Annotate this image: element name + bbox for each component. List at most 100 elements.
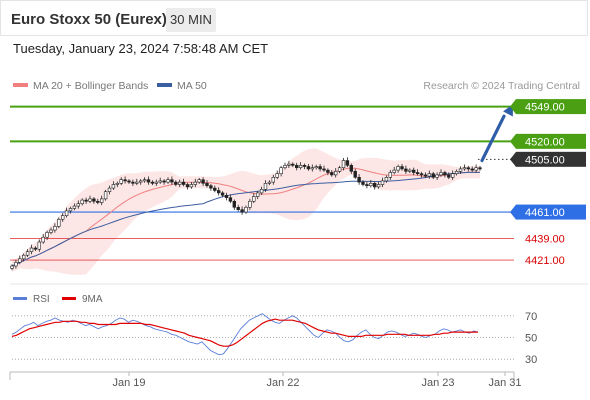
candle-up	[119, 179, 123, 184]
candle	[310, 164, 314, 172]
candle	[302, 163, 307, 170]
legend-ma20-label: MA 20 + Bollinger Bands	[33, 80, 149, 92]
candle	[92, 197, 96, 204]
level-tag-pointer	[510, 133, 516, 149]
candle-up	[49, 229, 53, 233]
candle-up	[100, 198, 104, 203]
candle-up	[259, 188, 264, 194]
candle	[337, 165, 342, 174]
candle	[361, 180, 365, 187]
candle-up	[474, 167, 478, 171]
candle-down	[326, 169, 330, 173]
candle	[454, 169, 459, 176]
header-bar: Euro Stoxx 50 (Eurex) 30 MIN	[0, 0, 588, 36]
time-axis: Jan 19 Jan 22 Jan 23 Jan 31	[9, 283, 588, 389]
candle-down	[201, 179, 205, 184]
candle	[88, 195, 92, 204]
candle-up	[310, 167, 314, 170]
candle-up	[64, 210, 69, 216]
projection-arrow-shaft	[480, 114, 506, 163]
price-levels	[10, 105, 514, 261]
candle-up	[166, 179, 170, 183]
candle-down	[423, 174, 428, 177]
candle-down	[170, 179, 174, 183]
candle	[57, 217, 61, 229]
ma50-line	[11, 171, 480, 267]
candle	[255, 191, 260, 200]
rsi-tick-30: 30	[525, 354, 537, 366]
legend-ma50-label: MA 50	[177, 80, 207, 92]
candle-up	[189, 184, 194, 188]
time-tick-label: Jan 19	[112, 377, 145, 389]
legend-ma50: MA 50	[157, 80, 207, 92]
candle-down	[150, 181, 155, 184]
candle-down	[322, 168, 326, 171]
candle-up	[72, 205, 77, 209]
timeframe-badge[interactable]: 30 MIN	[166, 8, 216, 32]
level-tag-4461.00	[516, 204, 586, 220]
candle	[427, 170, 431, 179]
candle	[447, 172, 451, 180]
candle	[419, 171, 424, 178]
candle	[318, 164, 322, 172]
candle-up	[18, 258, 22, 263]
candle-up	[193, 181, 197, 185]
level-label-4520.00: 4520.00	[525, 136, 565, 148]
candle-down	[209, 185, 213, 189]
candle	[80, 198, 84, 206]
candle-down	[478, 167, 482, 170]
candle	[103, 189, 108, 201]
candle	[158, 177, 162, 184]
candle-down	[361, 181, 365, 185]
candle-up	[45, 232, 49, 238]
candle-up	[255, 192, 260, 197]
rsi-ma-legend-label: 9MA	[82, 294, 103, 305]
candle-down	[146, 179, 151, 183]
candle-down	[411, 169, 416, 173]
level-label-4439.00: 4439.00	[525, 233, 565, 245]
candle	[189, 181, 194, 189]
level-label-4421.00: 4421.00	[525, 255, 565, 267]
candle-down	[291, 163, 295, 166]
candle-up	[158, 180, 162, 183]
candle	[111, 181, 116, 190]
candle-down	[33, 247, 38, 250]
candle-up	[271, 177, 275, 183]
candle-up	[439, 172, 443, 176]
candle-down	[162, 180, 166, 183]
candle-up	[283, 165, 287, 169]
candle-down	[443, 172, 447, 176]
candle-down	[232, 200, 236, 208]
candle-up	[462, 167, 467, 170]
candle-up	[384, 177, 389, 182]
level-tag-pointer	[510, 99, 516, 115]
candle-up	[392, 169, 396, 173]
candle	[357, 174, 361, 185]
candle-down	[224, 194, 229, 198]
time-tick-label: Jan 22	[266, 377, 299, 389]
candle	[115, 181, 120, 188]
level-tag-4505.00	[516, 151, 586, 167]
candle	[326, 168, 330, 176]
candle	[252, 193, 256, 204]
candle-down	[92, 198, 96, 202]
candle	[146, 176, 151, 185]
level-label-4549.00: 4549.00	[525, 102, 565, 114]
candle	[365, 181, 369, 189]
candle-up	[450, 173, 455, 178]
candle-down	[220, 192, 225, 196]
candle-down	[431, 173, 435, 178]
candle-up	[80, 199, 84, 204]
rsi-tick-70: 70	[525, 311, 537, 323]
candle-up	[21, 254, 26, 260]
candle-down	[349, 165, 353, 172]
candle-down	[306, 166, 311, 170]
candle-up	[76, 203, 81, 207]
candle-up	[10, 265, 14, 269]
candle	[380, 177, 385, 188]
candle-up	[57, 218, 61, 227]
candle-down	[415, 172, 420, 175]
candle-up	[333, 171, 338, 176]
candle-down	[217, 190, 221, 194]
candle-up	[376, 184, 381, 188]
